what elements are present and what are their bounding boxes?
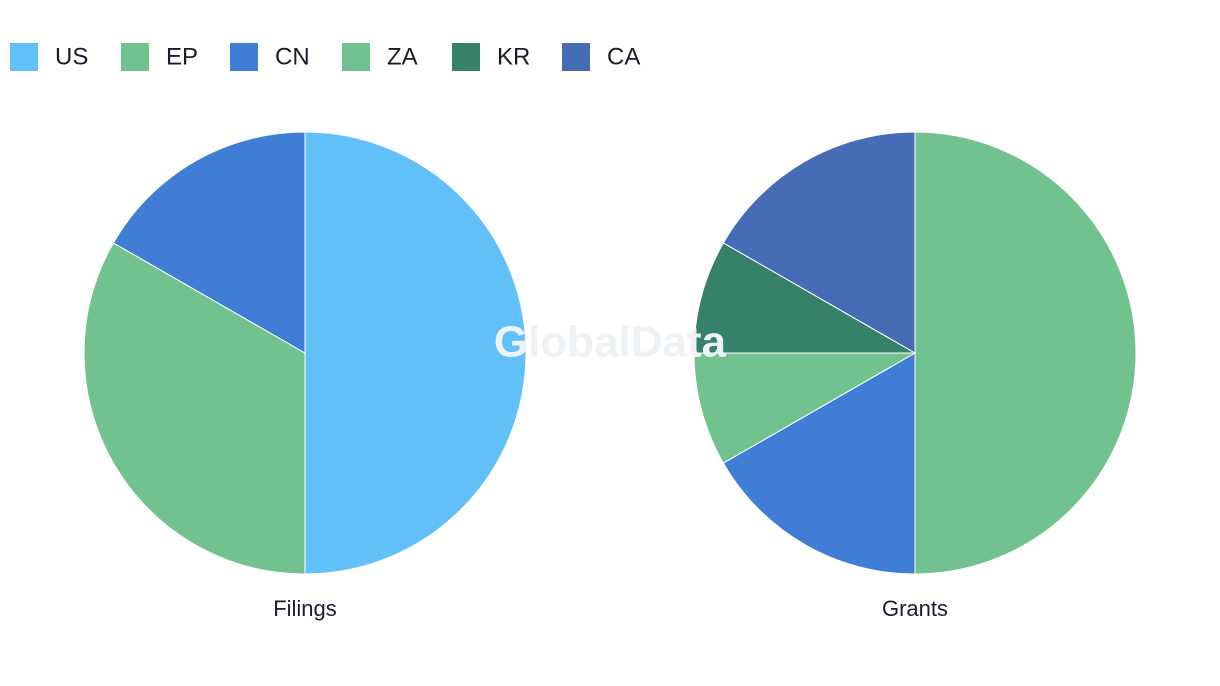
pie-slice <box>722 131 916 354</box>
legend-swatch <box>342 43 370 71</box>
legend-label: US <box>55 43 88 70</box>
legend-label: KR <box>497 43 530 70</box>
legend-label: CA <box>607 43 640 70</box>
legend-swatch <box>10 43 38 71</box>
chart-title: Filings <box>273 596 337 621</box>
legend-label: CN <box>275 43 310 70</box>
legend-swatch <box>230 43 258 71</box>
pie-slice <box>112 131 306 354</box>
legend-swatch <box>121 43 149 71</box>
legend-swatch <box>452 43 480 71</box>
pie-slice <box>693 242 917 354</box>
pie-slice <box>914 131 1137 575</box>
pie-slice <box>693 352 917 464</box>
watermark: GlobalData <box>494 318 727 367</box>
pie-slice <box>304 131 527 575</box>
legend-swatch <box>562 43 590 71</box>
legend-label: EP <box>166 43 198 70</box>
pie-slice <box>83 242 306 575</box>
chart-title: Grants <box>882 596 948 621</box>
legend-label: ZA <box>387 43 418 70</box>
pie-slice <box>722 352 916 575</box>
